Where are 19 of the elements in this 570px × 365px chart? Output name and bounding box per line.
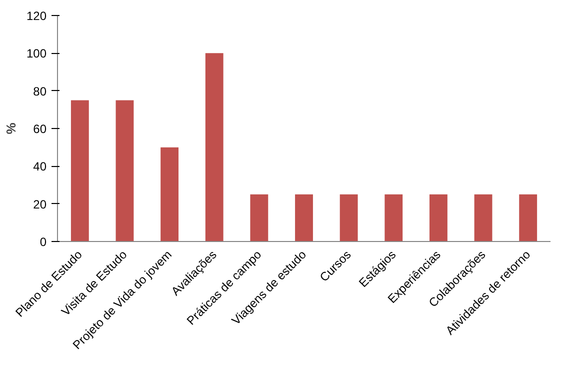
y-tick-label: 40 bbox=[33, 160, 47, 174]
bar bbox=[474, 194, 492, 242]
bar bbox=[116, 100, 134, 242]
bar bbox=[250, 194, 268, 242]
bar bbox=[160, 147, 179, 242]
bar bbox=[519, 194, 538, 242]
y-tick-label: 120 bbox=[26, 9, 47, 23]
y-tick-label: 100 bbox=[26, 46, 47, 61]
y-axis-title: % bbox=[3, 122, 18, 134]
y-tick-label: 80 bbox=[33, 84, 47, 98]
bar bbox=[340, 194, 358, 242]
bar bbox=[295, 194, 313, 242]
y-tick-label: 20 bbox=[33, 197, 47, 212]
y-tick-label: 0 bbox=[40, 235, 47, 249]
bar bbox=[205, 53, 224, 242]
y-tick-label: 60 bbox=[33, 122, 47, 136]
bar bbox=[384, 194, 403, 242]
bar bbox=[429, 194, 448, 242]
bar bbox=[70, 100, 89, 242]
